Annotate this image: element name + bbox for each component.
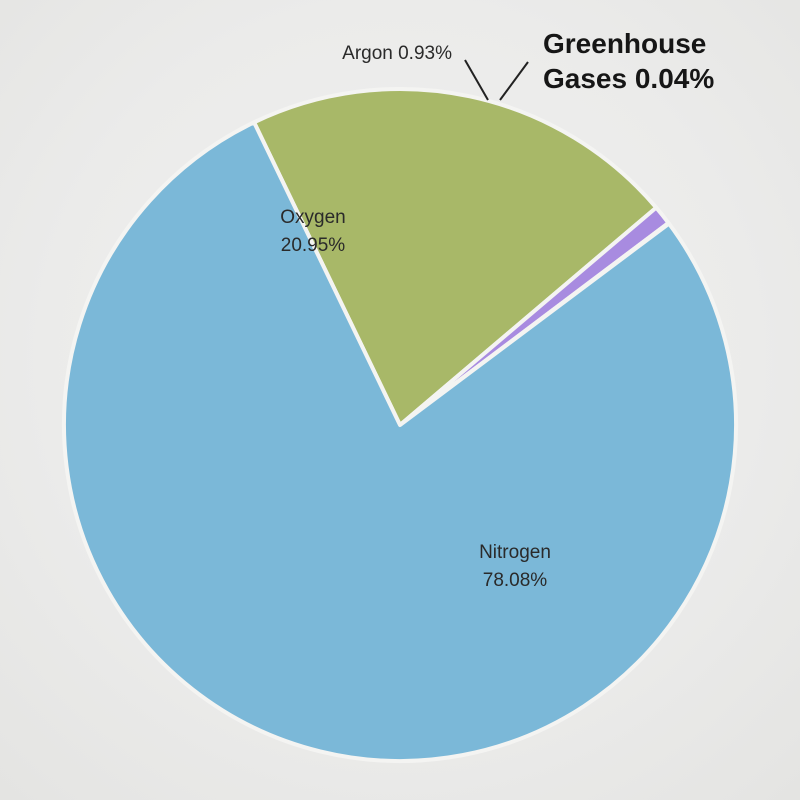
pie-slice-nitrogen bbox=[62, 120, 738, 763]
slice-label-oxygen-value: 20.95% bbox=[281, 235, 346, 256]
callout-greenhouse-line1: Greenhouse bbox=[543, 28, 706, 59]
pie-slices bbox=[62, 87, 738, 763]
argon-leader-line bbox=[464, 59, 489, 101]
slice-label-oxygen-name: Oxygen bbox=[280, 207, 345, 228]
pie-slice-oxygen bbox=[252, 87, 659, 427]
slice-label-nitrogen-value: 78.08% bbox=[483, 570, 548, 591]
callout-argon: Argon 0.93% bbox=[342, 43, 452, 64]
callout-greenhouse-line2: Gases 0.04% bbox=[543, 63, 714, 94]
greenhouse-leader-line bbox=[499, 61, 529, 101]
slice-label-nitrogen-name: Nitrogen bbox=[479, 542, 551, 563]
